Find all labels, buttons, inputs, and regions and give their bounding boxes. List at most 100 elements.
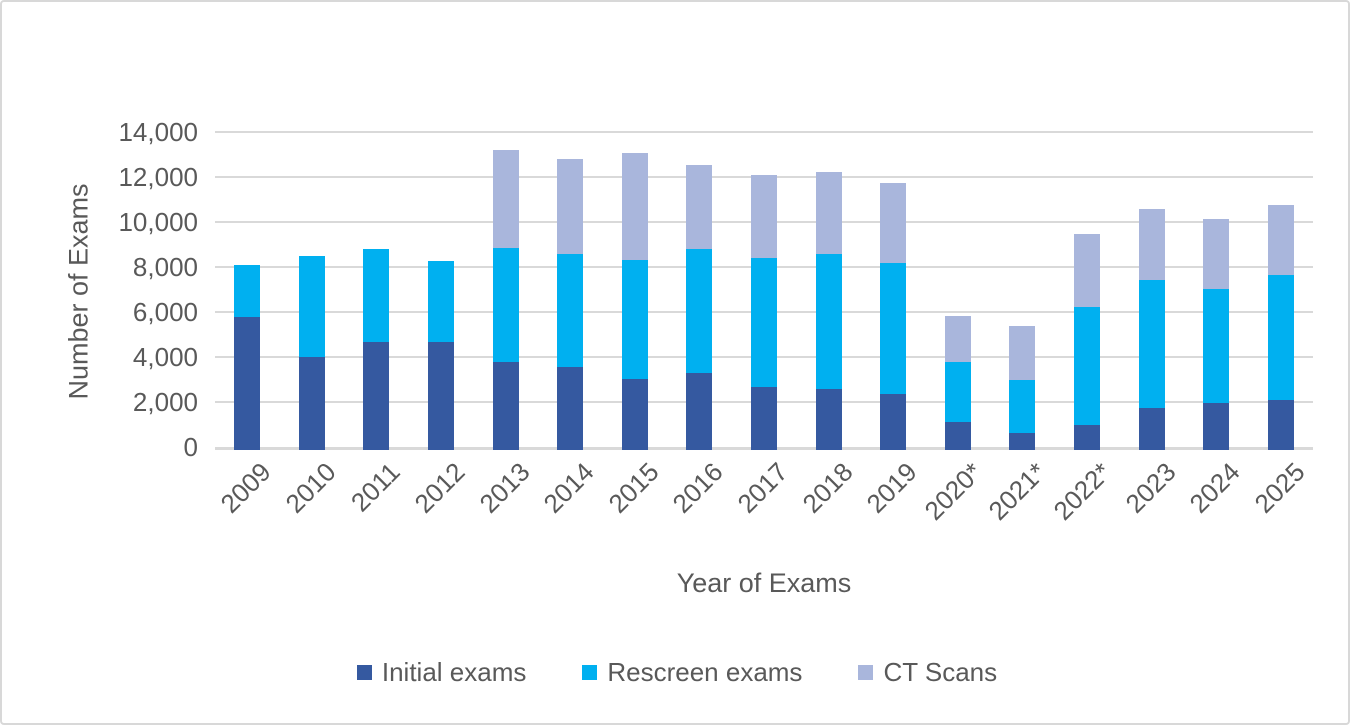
x-tick-label: 2013 — [473, 456, 536, 519]
bar-segment-rescreen-exams — [880, 263, 906, 394]
bar-segment-initial-exams — [1203, 403, 1229, 450]
bar-segment-ct-scans — [1139, 209, 1165, 280]
bar-segment-ct-scans — [816, 172, 842, 254]
bar-segment-initial-exams — [493, 362, 519, 450]
x-tick-label: 2018 — [796, 456, 859, 519]
y-tick-label: 4,000 — [132, 342, 198, 372]
bar-segment-ct-scans — [622, 153, 648, 260]
bar-segment-ct-scans — [1009, 326, 1035, 380]
y-tick-label: 10,000 — [118, 207, 198, 237]
x-tick-label: 2024 — [1183, 456, 1246, 519]
y-tick-label: 2,000 — [132, 387, 198, 417]
bar-2019 — [880, 183, 906, 450]
bar-2011 — [363, 249, 389, 450]
x-tick-label: 2017 — [731, 456, 794, 519]
bar-2010 — [299, 256, 325, 450]
x-tick-label: 2009 — [214, 456, 277, 519]
bar-segment-initial-exams — [1139, 408, 1165, 450]
bar-segment-rescreen-exams — [945, 362, 971, 422]
x-tick-label: 2016 — [666, 456, 729, 519]
bar-segment-initial-exams — [622, 379, 648, 450]
legend: Initial exams Rescreen exams CT Scans — [2, 657, 1348, 688]
bar-segment-initial-exams — [880, 394, 906, 450]
bar-segment-ct-scans — [751, 175, 777, 258]
legend-swatch-icon — [582, 665, 598, 680]
bar-segment-initial-exams — [816, 389, 842, 450]
bar-segment-rescreen-exams — [816, 254, 842, 389]
bar-segment-rescreen-exams — [299, 256, 325, 357]
legend-item-rescreen-exams: Rescreen exams — [582, 657, 802, 688]
bar-segment-rescreen-exams — [1074, 307, 1100, 425]
bar-segment-initial-exams — [1074, 425, 1100, 450]
bar-segment-ct-scans — [1268, 205, 1294, 275]
bar-segment-ct-scans — [880, 183, 906, 263]
legend-item-ct-scans: CT Scans — [858, 657, 997, 688]
bar-segment-initial-exams — [557, 367, 583, 450]
bar-2018 — [816, 172, 842, 450]
bar-2023 — [1139, 209, 1165, 450]
bar-2025 — [1268, 205, 1294, 450]
legend-swatch-icon — [858, 665, 874, 680]
x-tick-label: 2020* — [918, 456, 988, 526]
bar-2020 — [945, 316, 971, 450]
bar-2022 — [1074, 234, 1100, 450]
bar-2016 — [686, 165, 712, 450]
bar-segment-rescreen-exams — [1268, 275, 1294, 400]
x-tick-label: 2014 — [537, 456, 600, 519]
x-tick-label: 2022* — [1047, 456, 1117, 526]
x-tick-label: 2010 — [279, 456, 342, 519]
bar-segment-rescreen-exams — [428, 261, 454, 342]
x-tick-label: 2019 — [860, 456, 923, 519]
bar-segment-initial-exams — [363, 342, 389, 450]
x-tick-label: 2023 — [1119, 456, 1182, 519]
bar-segment-ct-scans — [557, 159, 583, 254]
y-tick-label: 12,000 — [118, 162, 198, 192]
bar-segment-rescreen-exams — [751, 258, 777, 387]
legend-label: CT Scans — [883, 657, 998, 687]
bar-segment-ct-scans — [945, 316, 971, 362]
bar-2012 — [428, 261, 454, 450]
legend-swatch-icon — [356, 665, 372, 680]
bar-segment-rescreen-exams — [557, 254, 583, 367]
y-tick-label: 6,000 — [132, 297, 198, 327]
bar-2015 — [622, 153, 648, 450]
bar-2017 — [751, 175, 777, 450]
bar-segment-initial-exams — [428, 342, 454, 450]
bar-segment-initial-exams — [686, 373, 712, 450]
bar-2009 — [234, 265, 260, 450]
bar-segment-rescreen-exams — [1009, 380, 1035, 433]
bar-segment-ct-scans — [1074, 234, 1100, 307]
bar-2024 — [1203, 219, 1229, 450]
x-tick-label: 2012 — [408, 456, 471, 519]
bar-segment-rescreen-exams — [1203, 289, 1229, 403]
bar-2014 — [557, 159, 583, 450]
bar-segment-initial-exams — [945, 422, 971, 450]
bar-segment-rescreen-exams — [622, 260, 648, 379]
x-tick-label: 2011 — [345, 456, 406, 518]
bar-segment-rescreen-exams — [234, 265, 260, 317]
x-axis-title: Year of Exams — [676, 568, 852, 598]
plot-area — [215, 131, 1313, 450]
y-tick-label: 14,000 — [118, 117, 198, 147]
bar-segment-ct-scans — [493, 150, 519, 248]
bar-segment-ct-scans — [1203, 219, 1229, 289]
bar-2013 — [493, 150, 519, 450]
legend-label: Rescreen exams — [607, 657, 803, 687]
legend-item-initial-exams: Initial exams — [356, 657, 526, 688]
bar-segment-rescreen-exams — [493, 248, 519, 362]
x-tick-label: 2021* — [982, 456, 1052, 526]
bar-segment-initial-exams — [234, 317, 260, 450]
bar-segment-initial-exams — [751, 387, 777, 450]
gridline — [215, 131, 1313, 133]
y-tick-label: 0 — [183, 432, 198, 462]
bar-segment-initial-exams — [299, 357, 325, 450]
bar-segment-rescreen-exams — [686, 249, 712, 373]
bar-2021 — [1009, 326, 1035, 450]
bar-segment-rescreen-exams — [1139, 280, 1165, 408]
x-tick-label: 2015 — [602, 456, 665, 519]
y-tick-label: 8,000 — [132, 252, 198, 282]
bar-segment-ct-scans — [686, 165, 712, 249]
bar-segment-initial-exams — [1009, 433, 1035, 450]
bar-segment-rescreen-exams — [363, 249, 389, 342]
